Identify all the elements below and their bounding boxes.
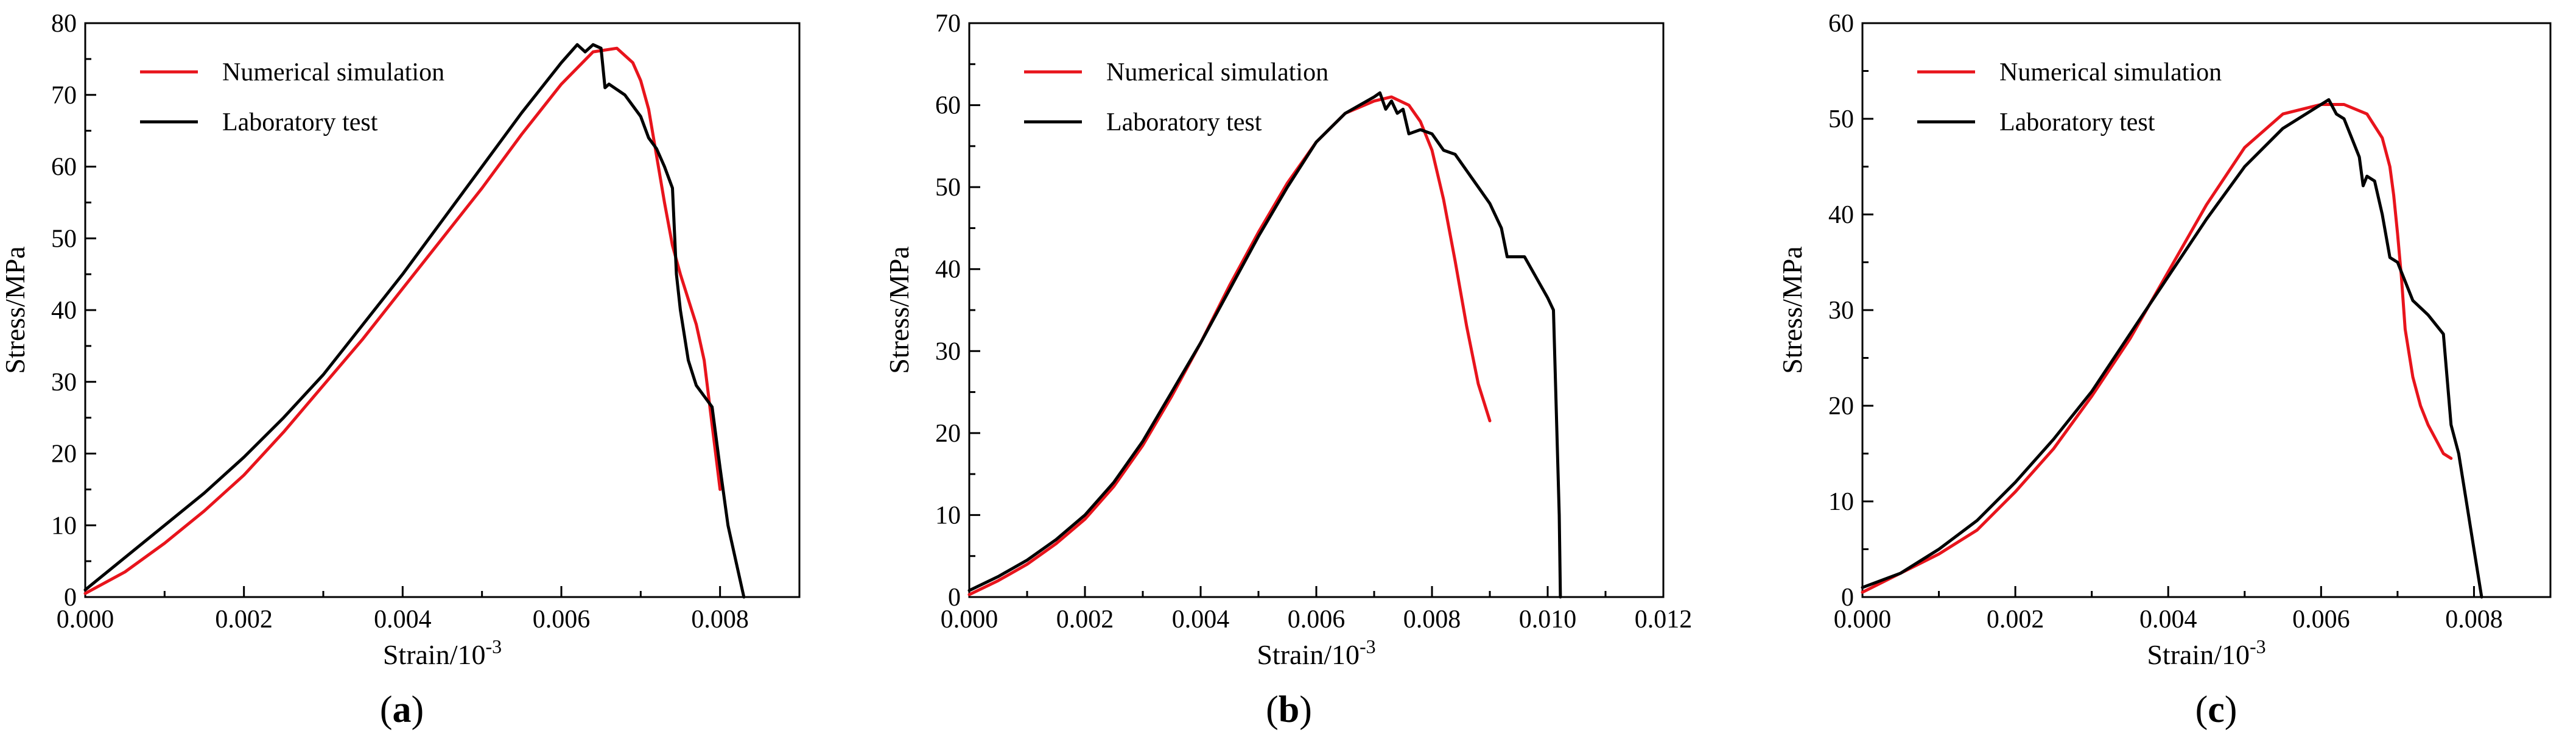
panel-label-c: (c)	[2195, 689, 2237, 730]
y-tick-label: 10	[935, 501, 961, 529]
legend-label-laboratory-test: Laboratory test	[222, 108, 378, 136]
x-tick-label: 0.006	[2292, 606, 2350, 634]
panel-label-letter: b	[1279, 689, 1299, 730]
x-tick-label: 0.004	[2139, 606, 2197, 634]
x-tick-label: 0.010	[1519, 606, 1577, 634]
y-tick-label: 0	[1841, 584, 1854, 612]
x-axis-label-text: Strain/10	[383, 639, 486, 670]
x-tick-label: 0.000	[1834, 606, 1892, 634]
y-tick-label: 80	[51, 10, 77, 38]
x-tick-label: 0.008	[691, 606, 749, 634]
x-tick-label: 0.008	[1403, 606, 1461, 634]
x-tick-label: 0.002	[1987, 606, 2044, 634]
series-line-numerical-simulation	[83, 46, 722, 595]
x-tick-label: 0.012	[1635, 606, 1693, 634]
panel-label-close-paren: )	[2225, 689, 2237, 730]
x-axis-label-superscript: -3	[1360, 635, 1376, 657]
series-line-laboratory-test	[967, 91, 1562, 599]
chart-panel-a: 0.000 0.002 0.004 0.006 0.008 0 10 20 30 40 50 60 70…	[0, 10, 801, 670]
legend-label-numerical-simulation: Numerical simulation	[1106, 58, 1328, 87]
panel-label-letter: c	[2208, 689, 2225, 730]
series-line-numerical-simulation	[1861, 103, 2453, 594]
y-tick-label: 50	[1828, 105, 1854, 133]
y-tick-label: 20	[935, 420, 961, 448]
chart-panel-b: 0.000 0.002 0.004 0.006 0.008 0.010 0.012 0 10 20…	[883, 10, 1692, 670]
x-axis-label: Strain/10-3	[383, 635, 502, 670]
x-axis-label-text: Strain/10	[1257, 639, 1360, 670]
x-tick-label: 0.006	[1288, 606, 1346, 634]
y-tick-label: 60	[1828, 10, 1854, 38]
y-tick-label: 20	[1828, 392, 1854, 420]
y-tick-label: 30	[51, 369, 77, 397]
x-tick-label: 0.008	[2445, 606, 2503, 634]
panel-label-close-paren: )	[412, 689, 424, 730]
x-tick-label: 0.002	[1056, 606, 1114, 634]
y-tick-label: 0	[948, 584, 961, 612]
y-tick-label: 40	[1828, 201, 1854, 229]
y-tick-label: 30	[935, 338, 961, 366]
x-axis-label-superscript: -3	[2250, 635, 2266, 657]
y-tick-label: 40	[51, 297, 77, 325]
legend-label-numerical-simulation: Numerical simulation	[1999, 58, 2222, 87]
y-tick-label: 10	[1828, 488, 1854, 516]
x-tick-label: 0.004	[374, 606, 432, 634]
x-axis-label: Strain/10-3	[1257, 635, 1375, 670]
y-tick-label: 20	[51, 440, 77, 468]
x-tick-label: 0.002	[215, 606, 273, 634]
panel-label-open-paren: (	[1266, 689, 1279, 730]
panel-label-open-paren: (	[380, 689, 393, 730]
y-tick-label: 50	[51, 225, 77, 253]
y-axis-label: Stress/MPa	[0, 246, 30, 374]
panel-label-a: (a)	[380, 689, 424, 730]
panel-label-letter: a	[393, 689, 412, 730]
y-tick-label: 40	[935, 256, 961, 284]
y-axis-label: Stress/MPa	[883, 246, 914, 374]
y-tick-label: 50	[935, 174, 961, 202]
x-axis-label: Strain/10-3	[2147, 635, 2265, 670]
y-tick-label: 60	[935, 92, 961, 120]
x-tick-label: 0.004	[1172, 606, 1230, 634]
y-axis-label: Stress/MPa	[1777, 246, 1808, 374]
x-tick-label: 0.006	[533, 606, 591, 634]
chart-panel-c: 0.000 0.002 0.004 0.006 0.008 0 10 20 30 40 50 60 St…	[1777, 10, 2552, 670]
legend-label-laboratory-test: Laboratory test	[1999, 108, 2155, 136]
y-tick-label: 70	[51, 82, 77, 110]
panel-label-open-paren: (	[2195, 689, 2208, 730]
y-tick-label: 0	[64, 584, 77, 612]
series-line-laboratory-test	[1861, 98, 2483, 599]
x-axis-label-superscript: -3	[486, 635, 502, 657]
y-tick-label: 60	[51, 154, 77, 182]
x-tick-label: 0.000	[57, 606, 114, 634]
plot-frame	[1861, 22, 2552, 598]
legend-label-numerical-simulation: Numerical simulation	[222, 58, 444, 87]
legend-label-laboratory-test: Laboratory test	[1106, 108, 1262, 136]
panel-label-close-paren: )	[1299, 689, 1312, 730]
x-tick-label: 0.000	[941, 606, 998, 634]
panel-label-b: (b)	[1266, 689, 1312, 730]
series-line-laboratory-test	[83, 43, 746, 599]
series-line-numerical-simulation	[967, 95, 1492, 596]
y-tick-label: 10	[51, 512, 77, 540]
x-axis-label-text: Strain/10	[2147, 639, 2250, 670]
y-tick-label: 30	[1828, 297, 1854, 325]
y-tick-label: 70	[935, 10, 961, 38]
